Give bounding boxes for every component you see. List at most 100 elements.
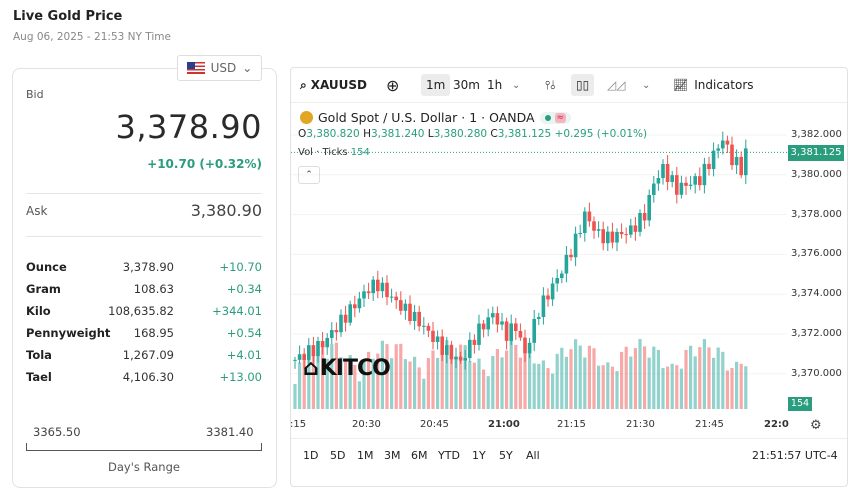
unit-row: Pennyweight 168.95 +0.54 bbox=[26, 326, 262, 346]
last-price-label: 3,381.125 bbox=[788, 145, 844, 161]
candle-body bbox=[564, 254, 569, 274]
search-icon: ⌕ bbox=[300, 77, 307, 92]
unit-name: Tael bbox=[26, 370, 52, 384]
volume-bar bbox=[730, 367, 734, 409]
volume-bar bbox=[417, 367, 421, 409]
volume-bar bbox=[307, 359, 311, 409]
volume-bar bbox=[675, 365, 679, 409]
volume-bar bbox=[463, 345, 467, 409]
interval-30m[interactable]: 30m bbox=[453, 78, 480, 92]
candle-body bbox=[679, 182, 684, 195]
volume-bar bbox=[321, 343, 325, 409]
watermark-text: KITCO bbox=[319, 356, 391, 381]
candle-body bbox=[734, 156, 739, 166]
candle-body bbox=[389, 296, 394, 298]
candle-body bbox=[307, 345, 311, 360]
candle-body bbox=[330, 330, 334, 338]
interval-1m[interactable]: 1m bbox=[421, 74, 451, 96]
volume-bar bbox=[413, 356, 417, 409]
settings-icon[interactable]: ⚙ bbox=[810, 418, 822, 433]
volume-bar bbox=[348, 355, 352, 409]
candle-body bbox=[495, 313, 500, 325]
volume-bar bbox=[500, 357, 504, 409]
bar-style-icon[interactable]: ⫯⫰ bbox=[545, 77, 556, 92]
candle-body bbox=[675, 175, 679, 195]
range-low: 3365.50 bbox=[33, 425, 81, 439]
candle-body bbox=[302, 354, 306, 360]
ask-price: 3,380.90 bbox=[190, 201, 262, 220]
candle-body bbox=[537, 316, 541, 319]
volume-bar bbox=[744, 366, 748, 409]
volume-bar bbox=[721, 351, 725, 409]
add-symbol-icon[interactable]: ⊕ bbox=[386, 75, 400, 95]
candle-body bbox=[601, 229, 605, 244]
page-title: Live Gold Price bbox=[13, 9, 123, 24]
candle-body bbox=[417, 311, 421, 327]
chart-type-chevron-icon[interactable]: ⌄ bbox=[642, 79, 651, 91]
collapse-legend-button[interactable]: ⌃ bbox=[298, 166, 320, 184]
volume-bar bbox=[385, 344, 389, 409]
range-button-5y[interactable]: 5Y bbox=[499, 449, 513, 462]
volume-bar bbox=[684, 350, 688, 409]
range-button-6m[interactable]: 6M bbox=[411, 449, 428, 462]
unit-value: 4,106.30 bbox=[122, 370, 174, 384]
range-button-1d[interactable]: 1D bbox=[303, 449, 319, 462]
h-label: H bbox=[363, 128, 371, 140]
chevron-down-icon: ⌄ bbox=[242, 61, 253, 75]
candle-body bbox=[619, 231, 624, 235]
volume-bar bbox=[712, 357, 716, 409]
volume-bar bbox=[629, 356, 633, 409]
currency-select[interactable]: USD ⌄ bbox=[177, 55, 262, 81]
unit-name: Ounce bbox=[26, 260, 67, 274]
symbol: XAUUSD bbox=[310, 78, 367, 92]
indicators-button[interactable]: 📈︎ Indicators bbox=[673, 74, 754, 96]
range-button-3m[interactable]: 3M bbox=[384, 449, 401, 462]
range-button-all[interactable]: All bbox=[526, 449, 540, 462]
candle-body bbox=[353, 304, 357, 309]
volume-bar bbox=[298, 362, 302, 409]
candle-body bbox=[371, 279, 375, 294]
unit-row: Tola 1,267.09 +4.01 bbox=[26, 348, 262, 368]
currency-value: USD bbox=[210, 61, 237, 75]
unit-change: +4.01 bbox=[226, 348, 262, 362]
range-button-5d[interactable]: 5D bbox=[330, 449, 346, 462]
volume-bar bbox=[311, 355, 315, 409]
candlestick-chart[interactable] bbox=[291, 104, 787, 414]
symbol-search[interactable]: ⌕ XAUUSD bbox=[300, 74, 367, 96]
range-button-1m[interactable]: 1M bbox=[357, 449, 374, 462]
candle-body bbox=[412, 311, 417, 322]
range-button-1y[interactable]: 1Y bbox=[472, 449, 486, 462]
candle-body bbox=[541, 295, 546, 317]
interval-chevron-icon[interactable]: ⌄ bbox=[512, 79, 521, 91]
area-chart-icon[interactable]: ◿◿ bbox=[607, 78, 626, 92]
volume-bar bbox=[739, 363, 743, 409]
candle-body bbox=[624, 234, 628, 236]
candle-body bbox=[744, 148, 748, 176]
range-button-ytd[interactable]: YTD bbox=[438, 449, 460, 462]
interval-1h[interactable]: 1h bbox=[487, 78, 503, 92]
volume-bar bbox=[597, 365, 601, 409]
candle-style-icon[interactable]: ▯▯ bbox=[571, 74, 595, 96]
unit-name: Gram bbox=[26, 282, 61, 296]
time-tick: :15 bbox=[290, 419, 307, 430]
candle-body bbox=[472, 339, 477, 345]
candle-body bbox=[661, 163, 665, 179]
candle-body bbox=[297, 354, 302, 360]
candle-body bbox=[491, 313, 495, 318]
candle-body bbox=[320, 341, 325, 348]
unit-change: +10.70 bbox=[219, 260, 262, 274]
volume-bar bbox=[528, 346, 532, 409]
volume-bar bbox=[569, 349, 573, 409]
volume-bar bbox=[459, 344, 463, 409]
candle-body bbox=[339, 314, 343, 333]
candle-body bbox=[716, 148, 720, 151]
candle-body bbox=[362, 291, 366, 299]
volume-bar bbox=[505, 350, 509, 409]
candle-body bbox=[523, 337, 527, 354]
volume-bar bbox=[670, 363, 674, 409]
delayed-icon: ≈ bbox=[554, 112, 567, 123]
volume-bar bbox=[551, 373, 555, 409]
candle-body bbox=[546, 295, 550, 300]
volume-bar bbox=[325, 358, 329, 409]
volume-bar bbox=[344, 360, 348, 409]
